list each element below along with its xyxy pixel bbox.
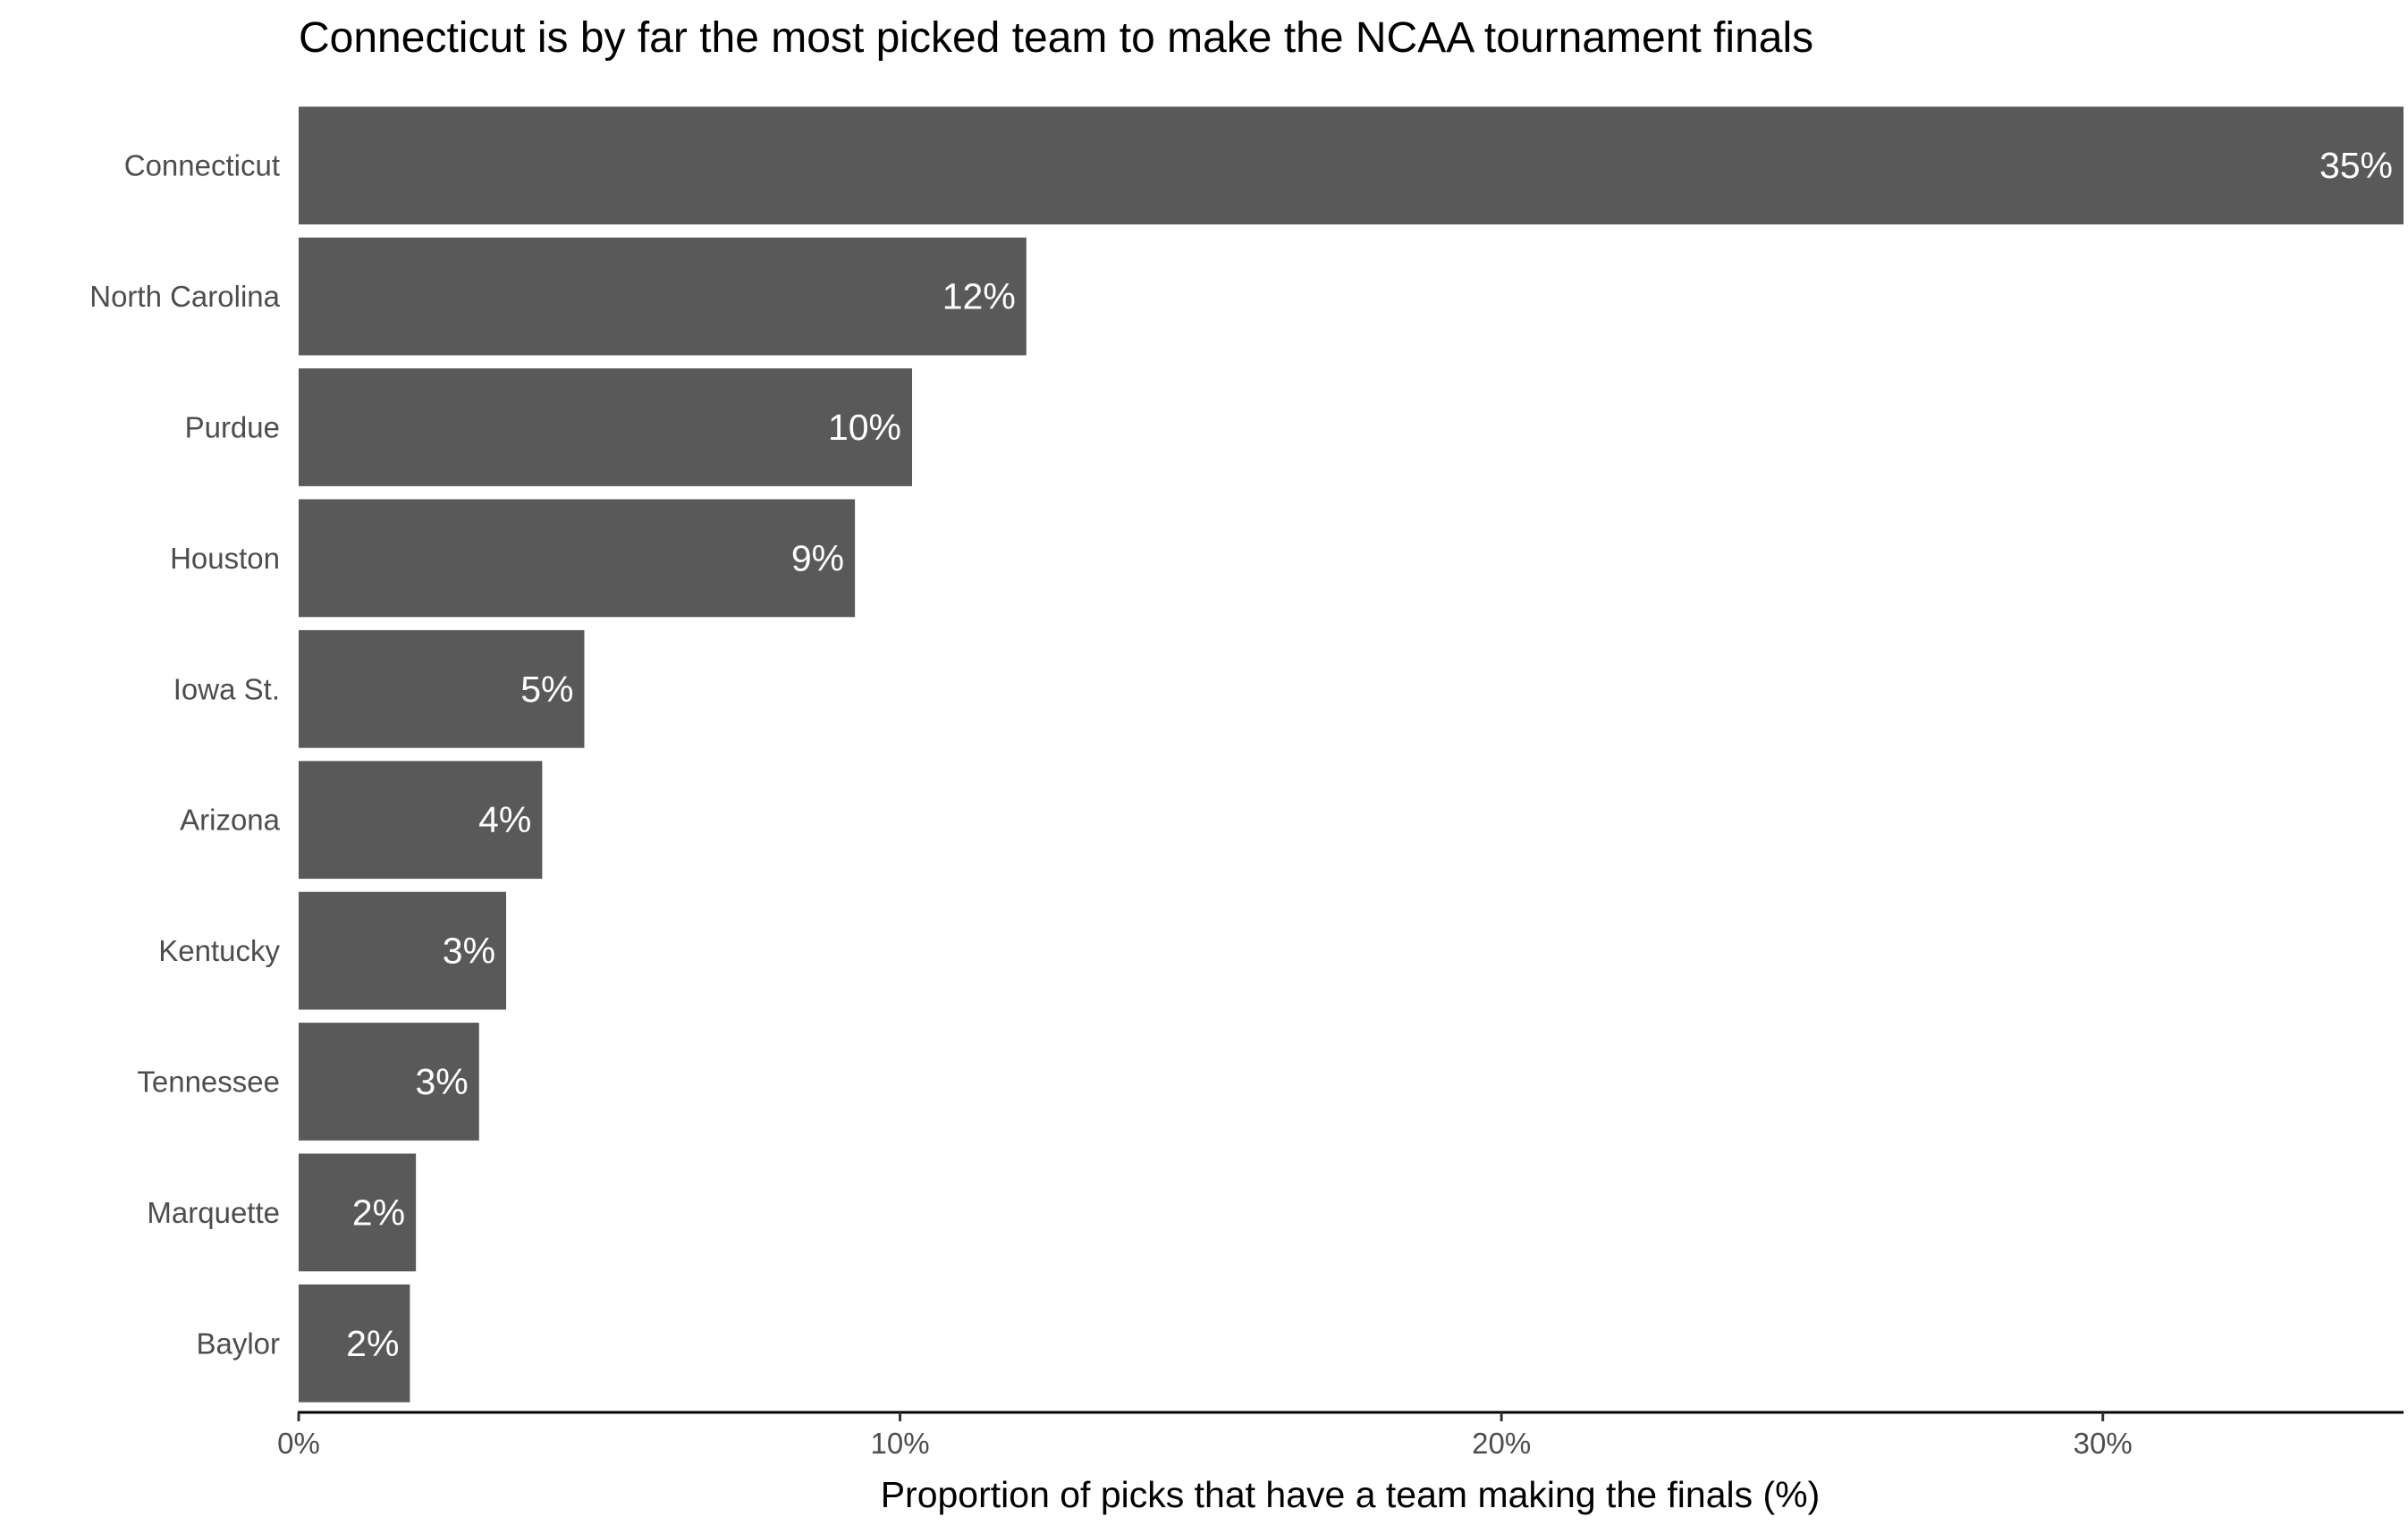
x-axis-title: Proportion of picks that have a team mak…: [881, 1474, 1821, 1515]
category-label: North Carolina: [89, 280, 280, 313]
category-label: Tennessee: [137, 1066, 280, 1099]
data-label: 2%: [346, 1323, 399, 1364]
data-label: 9%: [791, 537, 844, 578]
data-label: 3%: [416, 1061, 469, 1102]
x-tick-label: 20%: [1472, 1427, 1531, 1460]
data-label: 10%: [828, 407, 901, 448]
bars-layer: [299, 106, 2404, 1403]
category-label: Baylor: [196, 1327, 280, 1360]
category-label: Kentucky: [158, 934, 280, 967]
category-label: Connecticut: [124, 149, 280, 182]
category-label: Purdue: [185, 411, 280, 444]
data-label: 12%: [942, 276, 1016, 317]
data-labels: 35% 12% 10% 9% 5% 4% 3% 3% 2% 2%: [346, 145, 2393, 1364]
bar-tennessee: [299, 1023, 479, 1141]
bar-arizona: [299, 761, 543, 880]
bar-marquette: [299, 1153, 417, 1272]
data-label: 35%: [2319, 145, 2393, 186]
category-label: Iowa St.: [173, 672, 280, 705]
x-tick-label: 10%: [871, 1427, 930, 1460]
data-label: 3%: [443, 931, 495, 972]
bar-baylor: [299, 1284, 410, 1403]
data-label: 4%: [478, 799, 531, 840]
data-label: 2%: [352, 1192, 405, 1233]
category-label: Houston: [170, 542, 280, 575]
category-label: Arizona: [180, 804, 281, 837]
bar-connecticut: [299, 106, 2404, 225]
x-tick-label: 30%: [2074, 1427, 2133, 1460]
chart-title: Connecticut is by far the most picked te…: [299, 14, 1813, 62]
category-label: Marquette: [147, 1196, 280, 1229]
data-label: 5%: [520, 669, 573, 710]
bar-north-carolina: [299, 237, 1027, 356]
category-labels: Connecticut North Carolina Purdue Houston Io…: [89, 149, 280, 1361]
x-axis-ticks: 0% 10% 20% 30%: [277, 1412, 2133, 1460]
bar-kentucky: [299, 891, 507, 1010]
bar-houston: [299, 499, 856, 618]
bar-purdue: [299, 368, 913, 486]
x-tick-label: 0%: [277, 1427, 320, 1460]
bar-iowa-st: [299, 629, 585, 748]
